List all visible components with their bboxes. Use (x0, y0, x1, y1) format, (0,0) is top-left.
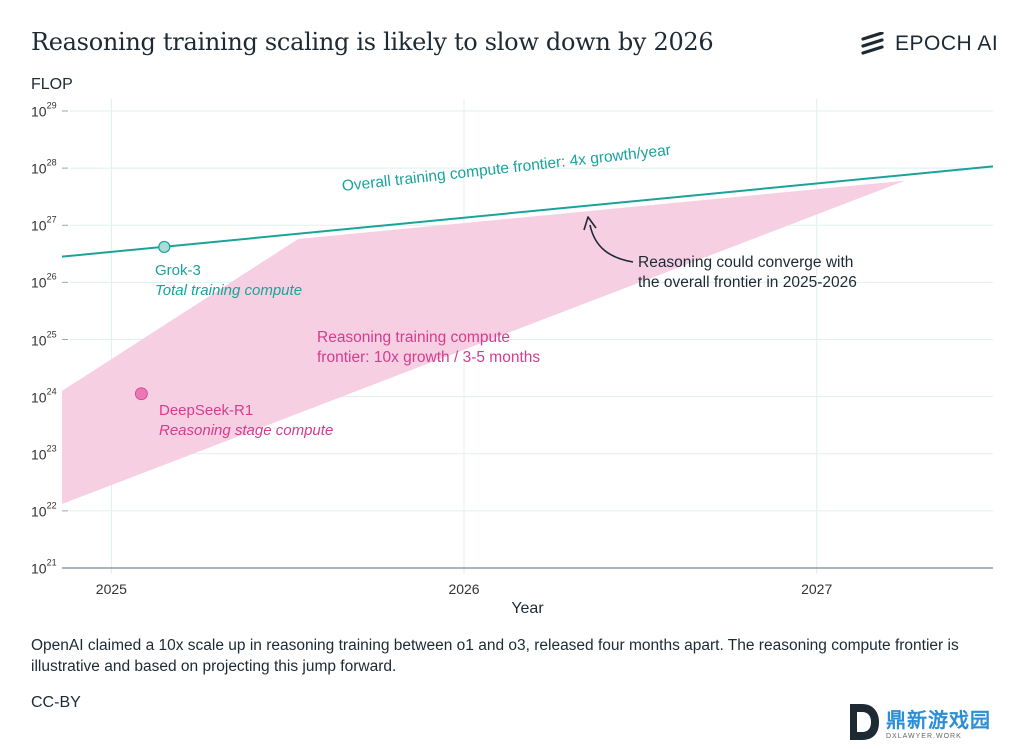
y-tick-label-1e26: 1026 (31, 272, 57, 291)
y-tick-base: 10 (31, 446, 47, 463)
y-tick-exponent: 29 (46, 100, 57, 111)
watermark-domain: DXLAWYER.WORK (886, 733, 962, 740)
y-tick-label-1e23: 1023 (31, 443, 57, 463)
deepseek-annotation: DeepSeek-R1 Reasoning stage compute (159, 401, 333, 441)
converge-arrow-head (583, 216, 597, 231)
y-tick-exponent: 24 (46, 386, 57, 397)
y-tick-base: 10 (31, 503, 47, 520)
overall-frontier-line (61, 165, 994, 258)
converge-annotation: Reasoning could converge with the overal… (638, 253, 857, 293)
grok-3-point (158, 240, 171, 254)
y-tick-label-1e28: 1028 (31, 157, 57, 177)
x-tick-label-2026: 2026 (448, 581, 480, 597)
y-tick-label-1e25: 1025 (31, 329, 57, 348)
reasoning-line-1: Reasoning training compute (317, 329, 511, 346)
brand-logo[interactable]: EPOCH AI (860, 32, 998, 56)
reasoning-line-2: frontier: 10x growth / 3-5 months (317, 349, 541, 366)
watermark: 鼎新游戏园 DXLAWYER.WORK (846, 700, 991, 744)
deepseek-r1-point (134, 387, 148, 401)
epoch-logo-icon (861, 32, 884, 55)
deepseek-sublabel: Reasoning stage compute (159, 422, 334, 439)
y-tick-base: 10 (31, 160, 47, 177)
y-tick-exponent: 21 (46, 557, 57, 568)
y-tick-base: 10 (31, 388, 47, 405)
y-tick-base: 10 (31, 331, 47, 348)
y-tick-label-1e24: 1024 (31, 386, 57, 405)
x-axis-label: Year (511, 600, 544, 617)
y-tick-base: 10 (31, 103, 47, 120)
y-tick-label-1e21: 1021 (31, 557, 57, 577)
y-tick-exponent: 26 (46, 272, 57, 283)
converge-line-2: the overall frontier in 2025-2026 (638, 274, 857, 291)
y-tick-base: 10 (31, 217, 47, 234)
y-tick-label-1e27: 1027 (31, 214, 57, 234)
y-tick-base: 10 (31, 274, 47, 291)
y-tick-exponent: 28 (46, 157, 57, 168)
chart-title: Reasoning training scaling is likely to … (31, 28, 714, 56)
grok-name: Grok-3 (155, 262, 201, 279)
y-tick-exponent: 27 (46, 214, 57, 225)
license-label: CC-BY (31, 694, 81, 711)
x-tick-label-2027: 2027 (801, 581, 833, 597)
grok-annotation: Grok-3 Total training compute (155, 261, 302, 301)
watermark-text: 鼎新游戏园 (886, 708, 991, 732)
chart-caption: OpenAI claimed a 10x scale up in reasoni… (31, 637, 959, 675)
grok-sublabel: Total training compute (155, 282, 303, 299)
reasoning-frontier-annotation: Reasoning training compute frontier: 10x… (317, 328, 540, 368)
x-tick-label-2025: 2025 (95, 581, 127, 597)
y-axis-label: FLOP (31, 76, 73, 93)
deepseek-name: DeepSeek-R1 (159, 402, 254, 419)
y-tick-exponent: 25 (46, 329, 57, 340)
reasoning-frontier-band (62, 180, 905, 505)
brand-name: EPOCH AI (895, 32, 999, 55)
converge-arrow-line (589, 224, 634, 263)
watermark-logo-icon (850, 704, 879, 740)
y-tick-exponent: 22 (46, 500, 57, 511)
y-tick-label-1e29: 1029 (31, 100, 57, 120)
y-tick-label-1e22: 1022 (31, 500, 57, 520)
converge-line-1: Reasoning could converge with (638, 254, 854, 271)
y-tick-base: 10 (31, 560, 47, 577)
y-tick-exponent: 23 (46, 443, 57, 454)
